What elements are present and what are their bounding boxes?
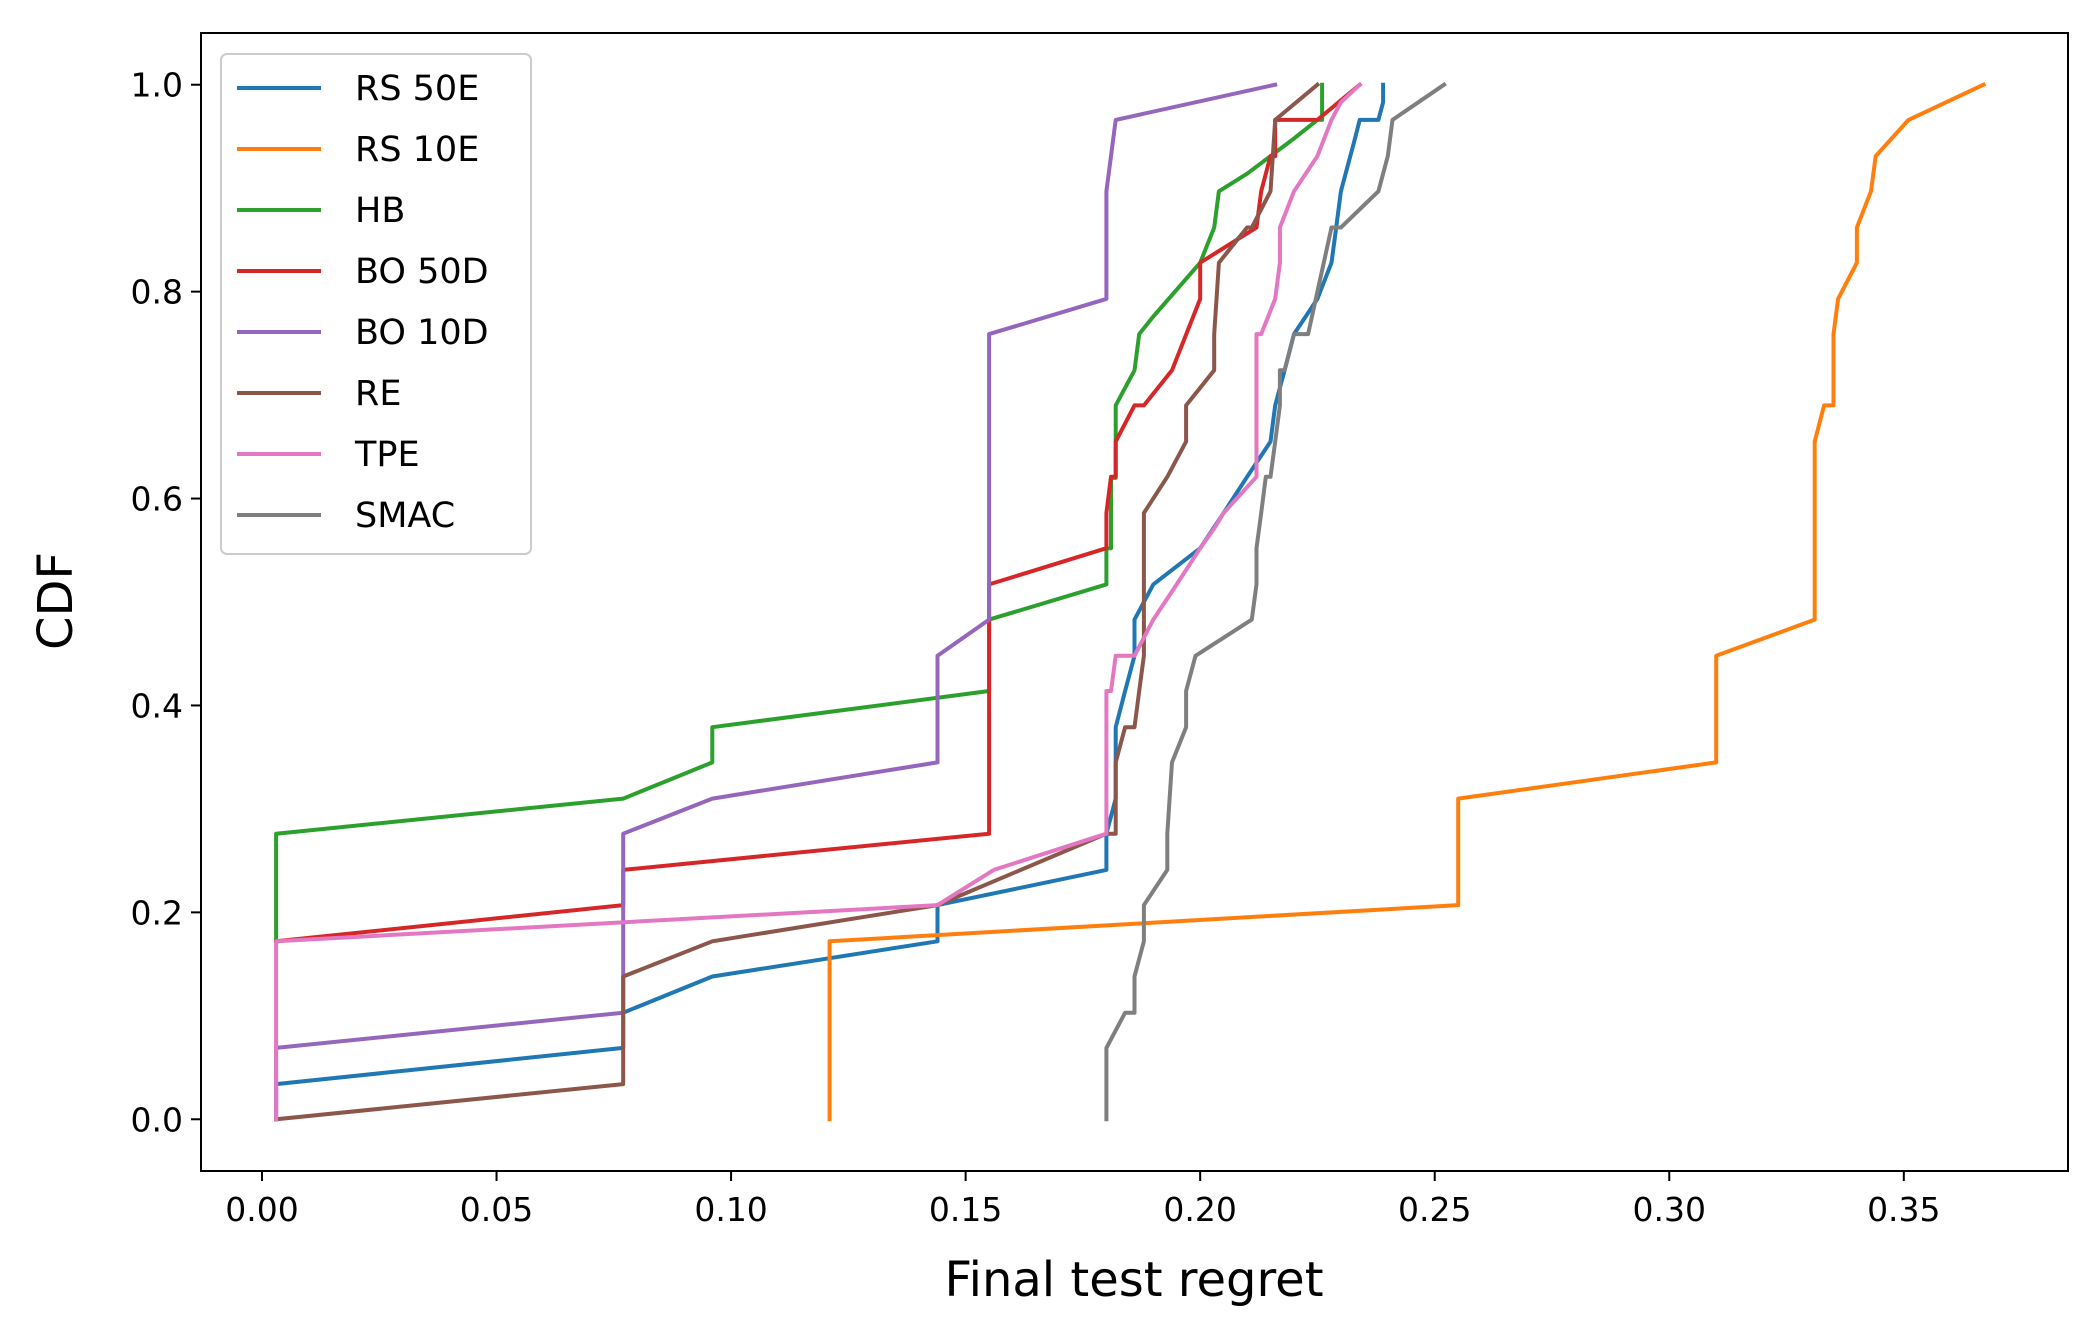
- legend-box: [220, 53, 532, 555]
- legend-label-2: HB: [355, 191, 405, 231]
- y-axis-ticks: 0.0 0.2 0.4 0.6 0.8 1.0: [131, 66, 201, 1139]
- legend-label-6: TPE: [354, 435, 420, 475]
- y-tick-label: 0.6: [131, 480, 183, 519]
- x-tick-label: 0.10: [694, 1190, 767, 1229]
- legend-label-3: BO 50D: [355, 252, 489, 292]
- series-line-7: [1104, 81, 1447, 1122]
- series-line-1: [827, 82, 1987, 1122]
- series-line-0: [274, 82, 1386, 1122]
- series-line-6: [274, 81, 1363, 1122]
- y-axis-label: CDF: [28, 552, 84, 650]
- y-tick-label: 0.4: [131, 686, 183, 725]
- legend-label-0: RS 50E: [355, 69, 479, 109]
- legend-label-1: RS 10E: [355, 130, 479, 170]
- x-axis-ticks: 0.00 0.05 0.10 0.15 0.20 0.25 0.30 0.35: [225, 1171, 1941, 1229]
- x-tick-label: 0.15: [929, 1190, 1002, 1229]
- plot-frame: [200, 32, 2069, 1172]
- y-tick-label: 0.8: [131, 273, 183, 312]
- legend-label-4: BO 10D: [355, 313, 489, 353]
- y-tick-label: 0.2: [131, 893, 183, 932]
- x-tick-label: 0.30: [1633, 1190, 1706, 1229]
- legend-label-5: RE: [355, 374, 401, 414]
- legend-label-7: SMAC: [355, 496, 455, 536]
- series-line-5: [273, 81, 1321, 1122]
- x-tick-label: 0.20: [1163, 1190, 1236, 1229]
- x-tick-label: 0.25: [1398, 1190, 1471, 1229]
- series-line-4: [274, 82, 1278, 1122]
- x-tick-label: 0.00: [225, 1190, 298, 1229]
- x-axis-label: Final test regret: [944, 1252, 1323, 1308]
- y-tick-label: 0.0: [131, 1100, 183, 1139]
- y-tick-label: 1.0: [131, 66, 183, 105]
- series-lines: [273, 81, 1987, 1122]
- legend: RS 50E RS 10E HB BO 50D BO 10D RE TPE SMAC: [220, 53, 532, 555]
- x-tick-label: 0.35: [1867, 1190, 1940, 1229]
- x-tick-label: 0.05: [460, 1190, 533, 1229]
